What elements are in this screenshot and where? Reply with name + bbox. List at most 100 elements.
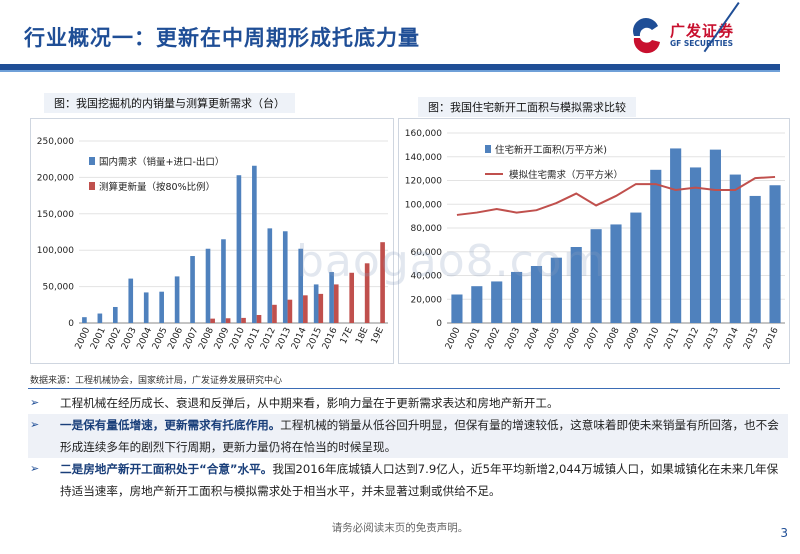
logo-chinese: 广发证券 bbox=[670, 22, 735, 40]
left-chart-legend-swatch bbox=[89, 157, 95, 165]
right-chart-caption: 图：我国住宅新开工面积与模拟需求比较 bbox=[418, 97, 636, 117]
right-chart-y-tick-label: 40,000 bbox=[411, 272, 443, 282]
left-chart-bar bbox=[303, 295, 308, 323]
bullet-list: ➢ 工程机械在经历成长、衰退和反弹后，从中期来看，影响力量在于更新需求表达和房地… bbox=[28, 392, 788, 502]
left-chart-bar bbox=[236, 175, 242, 323]
right-chart-x-tick-label: 2014 bbox=[722, 326, 741, 351]
right-chart-y-tick-label: 100,000 bbox=[405, 200, 442, 210]
right-chart-bar bbox=[511, 271, 523, 323]
bullet-item-3: ➢ 二是房地产新开工面积处于“合意”水平。我国2016年底城镇人口达到7.9亿人… bbox=[28, 458, 788, 502]
right-chart-legend-label: 模拟住宅需求（万平方米） bbox=[509, 169, 623, 181]
left-chart-bar bbox=[190, 256, 195, 323]
right-chart-x-tick-label: 2000 bbox=[444, 326, 463, 351]
title-underline bbox=[0, 64, 780, 70]
watermark: baogao8.com bbox=[296, 236, 607, 287]
bullet-bold-text: 一是保有量低增速，更新需求有托底作用。 bbox=[60, 418, 281, 432]
bullet-item-1: ➢ 工程机械在经历成长、衰退和反弹后，从中期来看，影响力量在于更新需求表达和房地… bbox=[28, 392, 788, 414]
left-chart-x-tick-label: 19E bbox=[370, 326, 386, 346]
left-chart-bar bbox=[333, 284, 339, 323]
right-chart-y-tick-label: 0 bbox=[436, 319, 442, 329]
page-number: 3 bbox=[780, 526, 788, 540]
left-chart-bar bbox=[205, 248, 211, 323]
right-chart-x-tick-label: 2012 bbox=[683, 326, 702, 351]
right-chart-y-tick-label: 60,000 bbox=[411, 248, 443, 258]
left-chart-bar bbox=[364, 263, 370, 323]
right-chart-x-tick-label: 2016 bbox=[762, 326, 781, 351]
right-chart-bar bbox=[729, 174, 741, 323]
left-chart-bar bbox=[256, 314, 262, 323]
left-chart-bar bbox=[272, 304, 277, 323]
left-chart-panel: 0 50,000 100,000 150,000 200,000 250,000 2000 2… bbox=[30, 118, 394, 364]
left-chart-bar bbox=[252, 165, 257, 323]
left-chart-bar bbox=[318, 293, 324, 323]
arrow-bullet-icon: ➢ bbox=[30, 418, 40, 431]
left-chart-legend-label: 国内需求（销量+进口-出口） bbox=[99, 156, 224, 168]
right-chart-bar bbox=[709, 149, 721, 323]
right-chart-bar bbox=[491, 281, 503, 323]
right-chart-y-tick-label: 120,000 bbox=[405, 177, 442, 187]
right-chart-x-tick-label: 2008 bbox=[603, 326, 622, 351]
right-chart-x-tick-label: 2003 bbox=[504, 326, 523, 351]
left-chart-bar bbox=[159, 291, 164, 323]
right-chart-y-tick-label: 20,000 bbox=[411, 295, 443, 305]
right-chart-bar bbox=[451, 294, 463, 323]
left-chart-bar bbox=[210, 318, 215, 323]
left-chart-bar bbox=[329, 272, 334, 323]
left-chart-y-tick-label: 50,000 bbox=[43, 283, 75, 293]
right-chart-panel: 0 20,000 40,000 60,000 80,000 100,000 120,000 1… bbox=[398, 118, 790, 364]
right-chart-x-tick-label: 2013 bbox=[702, 326, 721, 351]
left-chart-bar bbox=[241, 317, 246, 323]
left-chart-bar bbox=[380, 242, 385, 323]
left-chart-legend-swatch bbox=[89, 182, 95, 190]
right-chart-bar bbox=[570, 247, 582, 323]
disclaimer-footer: 请务必阅读末页的免责声明。 bbox=[331, 522, 469, 534]
page-title: 行业概况一：更新在中周期形成托底力量 bbox=[24, 26, 420, 50]
left-chart-bar bbox=[97, 313, 103, 323]
right-chart-bar bbox=[630, 212, 642, 323]
arrow-bullet-icon: ➢ bbox=[30, 396, 40, 409]
right-chart-x-tick-label: 2015 bbox=[742, 326, 761, 351]
right-chart-x-tick-label: 2006 bbox=[563, 326, 582, 351]
left-chart-bar bbox=[298, 248, 304, 323]
right-chart-x-tick-label: 2005 bbox=[543, 326, 562, 351]
left-chart-bar bbox=[313, 284, 319, 323]
right-chart-legend-label: 住宅新开工面积(万平方米) bbox=[495, 144, 607, 156]
right-chart-bar bbox=[590, 229, 602, 323]
logo-english: GF SECURITIES bbox=[670, 39, 734, 48]
right-chart-x-tick-label: 2007 bbox=[583, 326, 602, 351]
right-chart-x-tick-label: 2001 bbox=[464, 326, 483, 351]
right-chart-bar bbox=[610, 224, 622, 323]
bullet-bold-text: 二是房地产新开工面积处于“合意”水平。 bbox=[60, 462, 273, 476]
left-chart-x-tick-label: 17E bbox=[339, 326, 355, 346]
left-chart-bar bbox=[225, 318, 231, 323]
right-chart-x-tick-label: 2011 bbox=[663, 326, 682, 351]
left-chart-bar bbox=[143, 292, 149, 323]
bullet-text: 我国2016年底城镇人口达到7.9亿人，近5年平均新增2,044万城镇人口，如果… bbox=[60, 462, 779, 498]
right-chart: 0 20,000 40,000 60,000 80,000 100,000 120,000 1… bbox=[405, 129, 785, 351]
arrow-bullet-icon: ➢ bbox=[30, 462, 40, 475]
bullet-item-2: ➢ 一是保有量低增速，更新需求有托底作用。工程机械的销量从低谷回升明显，但保有量… bbox=[28, 414, 788, 458]
left-chart-bar bbox=[349, 272, 355, 323]
left-chart-y-tick-label: 200,000 bbox=[37, 173, 74, 183]
left-chart-y-tick-label: 150,000 bbox=[37, 210, 74, 220]
left-chart-bar bbox=[128, 278, 134, 323]
left-chart-bar bbox=[267, 228, 273, 323]
right-chart-x-tick-label: 2002 bbox=[484, 326, 503, 351]
right-chart-series-line bbox=[456, 175, 776, 216]
right-chart-bar bbox=[689, 167, 702, 323]
right-chart-bar bbox=[749, 195, 761, 323]
gf-logo: 广发证券 GF SECURITIES bbox=[628, 18, 740, 54]
left-chart-y-tick-label: 250,000 bbox=[37, 137, 74, 147]
title-underline-accent bbox=[0, 70, 780, 72]
right-chart-bar bbox=[471, 286, 483, 323]
right-chart-legend-swatch bbox=[485, 145, 491, 153]
divider bbox=[28, 388, 780, 389]
right-chart-y-tick-label: 160,000 bbox=[405, 129, 442, 139]
right-chart-bar bbox=[530, 266, 543, 323]
right-chart-bar bbox=[650, 169, 662, 323]
right-chart-x-tick-label: 2004 bbox=[523, 326, 542, 351]
left-chart-bar bbox=[282, 231, 288, 323]
left-chart-y-tick-label: 0 bbox=[68, 319, 74, 329]
right-chart-bar bbox=[769, 185, 781, 323]
left-chart-caption: 图：我国挖掘机的内销量与测算更新需求（台） bbox=[44, 93, 295, 113]
